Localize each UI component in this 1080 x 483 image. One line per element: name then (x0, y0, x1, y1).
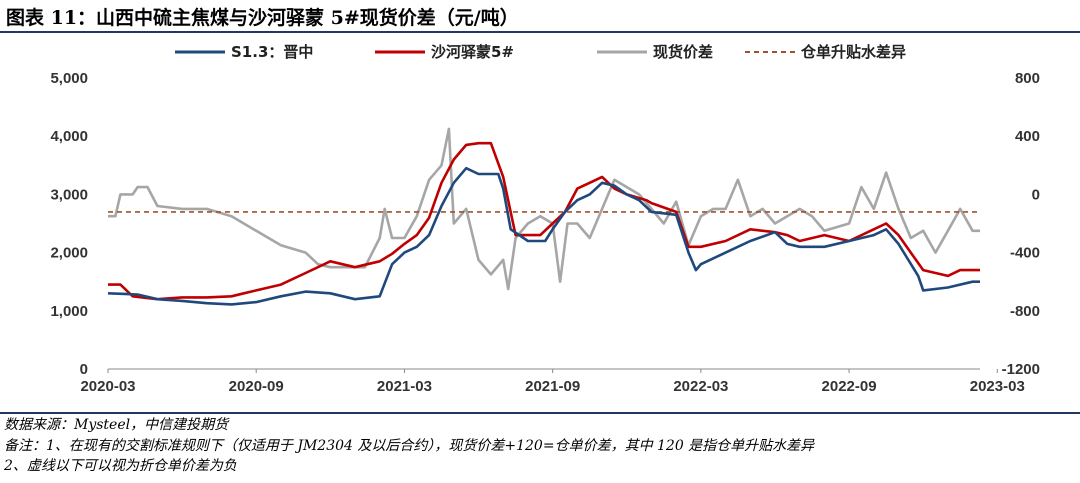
y-right-tick-label: -800 (1010, 303, 1040, 320)
series-line-shahe (108, 141, 980, 301)
legend-label-dashed: 仓单升贴水差异 (800, 43, 906, 61)
y-right-tick-label: 800 (1015, 70, 1040, 87)
legend-label-spread: 现货价差 (653, 43, 713, 61)
remark-note-1: 备注：1、在现有的交割标准规则下（仅适用于 JM2304 及以后合约），现货价差… (4, 437, 815, 454)
title-rule (0, 31, 1080, 33)
y-left-tick-label: 4,000 (50, 128, 88, 145)
y-right-tick-label: 400 (1015, 128, 1040, 145)
y-right-tick-label: 0 (1032, 186, 1040, 203)
y-right-tick-label: -400 (1010, 245, 1040, 262)
x-tick-label: 2022-03 (673, 378, 728, 395)
x-tick-label: 2020-03 (80, 378, 135, 395)
x-tick-label: 2022-09 (822, 378, 877, 395)
x-tick-label: 2020-09 (229, 378, 284, 395)
x-tick-label: 2021-03 (377, 378, 432, 395)
source-note: 数据来源：Mysteel，中信建投期货 (4, 417, 229, 433)
series-line-s13 (107, 166, 980, 306)
y-left-tick-label: 1,000 (50, 303, 88, 320)
chart-title: 图表 11：山西中硫主焦煤与沙河驿蒙 5#现货价差（元/吨） (6, 7, 519, 29)
y-left-tick-label: 0 (80, 361, 88, 378)
chart: 0 1,000 2,000 3,000 4,000 5,000 -1200 -800 -400 0… (50, 43, 1040, 395)
y-left-tick-label: 2,000 (50, 245, 88, 262)
legend-label-shahe: 沙河驿蒙5# (431, 43, 514, 61)
footnotes: 数据来源：Mysteel，中信建投期货 备注：1、在现有的交割标准规则下（仅适用… (4, 415, 814, 477)
series-line-spread (108, 127, 980, 291)
y-left-tick-label: 5,000 (50, 70, 88, 87)
legend-label-s13: S1.3：晋中 (231, 43, 313, 61)
y-right-tick-label: -1200 (1002, 361, 1040, 378)
footer-rule (0, 412, 1080, 414)
remark-note-2: 2、虚线以下可以视为折仓单价差为负 (4, 458, 237, 474)
x-tick-label: 2021-09 (525, 378, 580, 395)
y-left-tick-label: 3,000 (50, 186, 88, 203)
x-tick-label: 2023-03 (970, 378, 1025, 395)
